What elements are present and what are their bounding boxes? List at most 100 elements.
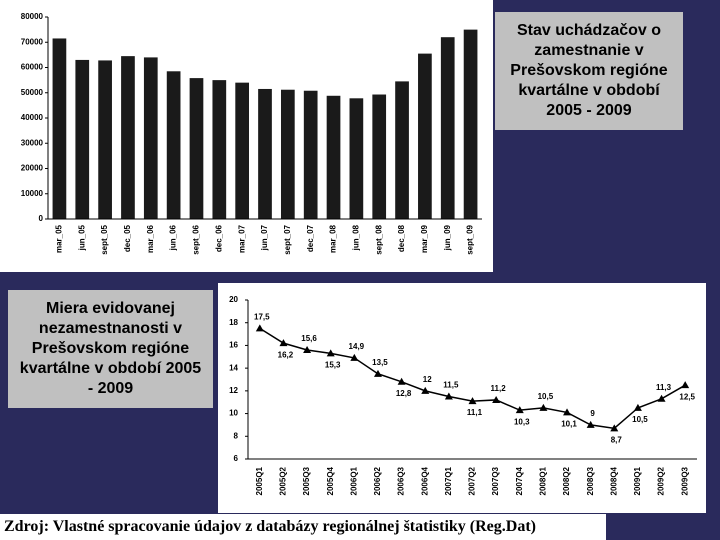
value-label: 12,5: [679, 392, 695, 401]
x-tick-label: 2009Q2: [657, 466, 666, 495]
marker: [515, 406, 524, 414]
marker: [633, 403, 642, 411]
marker: [563, 408, 572, 416]
marker: [279, 339, 288, 347]
x-tick-label: dec_05: [123, 224, 132, 252]
bar: [349, 98, 364, 219]
x-tick-label: sept_06: [192, 224, 201, 254]
y-tick-label: 30000: [21, 138, 44, 147]
marker: [681, 381, 690, 389]
x-tick-label: 2005Q1: [255, 466, 264, 495]
x-tick-label: jun_06: [169, 224, 178, 251]
marker: [255, 324, 264, 332]
x-tick-label: 2008Q2: [562, 466, 571, 495]
bar: [463, 29, 478, 219]
x-tick-label: 2006Q2: [373, 466, 382, 495]
bar: [258, 88, 272, 220]
x-tick-label: mar_06: [146, 224, 155, 253]
value-label: 10,3: [514, 417, 530, 426]
y-tick-label: 16: [229, 341, 238, 350]
value-label: 12,8: [396, 389, 412, 398]
x-tick-label: 2006Q4: [420, 466, 429, 495]
source: Zdroj: Vlastné spracovanie údajov z data…: [0, 514, 606, 540]
y-tick-label: 70000: [21, 37, 44, 46]
bar: [143, 57, 158, 220]
x-tick-label: mar_09: [420, 224, 429, 253]
x-tick-label: dec_07: [306, 224, 315, 252]
line-panel: [218, 283, 706, 513]
y-tick-label: 14: [229, 363, 238, 372]
value-label: 15,6: [301, 334, 317, 343]
marker: [326, 349, 335, 357]
x-tick-label: 2009Q1: [633, 466, 642, 495]
value-label: 17,5: [254, 313, 270, 322]
x-tick-label: 2007Q3: [491, 466, 500, 495]
value-label: 10,5: [632, 415, 648, 424]
y-tick-label: 10000: [21, 189, 44, 198]
x-tick-label: 2005Q3: [302, 466, 311, 495]
x-tick-label: sept_09: [466, 224, 475, 254]
value-label: 15,3: [325, 360, 341, 369]
line-title: Miera evidovanej nezamestnanosti v Prešo…: [8, 290, 213, 408]
x-tick-label: 2006Q1: [349, 466, 358, 495]
bar: [235, 82, 250, 220]
marker: [421, 386, 430, 394]
marker: [657, 394, 666, 402]
x-tick-label: jun_07: [260, 224, 269, 251]
marker: [444, 392, 453, 400]
x-tick-label: jun_05: [77, 224, 86, 251]
value-label: 11,5: [443, 381, 459, 390]
x-tick-label: mar_08: [329, 224, 338, 253]
x-tick-label: 2006Q3: [397, 466, 406, 495]
bar: [189, 78, 204, 219]
x-tick-label: dec_06: [214, 224, 223, 252]
x-tick-label: 2009Q3: [680, 466, 689, 495]
value-label: 11,3: [656, 383, 672, 392]
bar: [326, 95, 341, 219]
marker: [397, 377, 406, 385]
marker: [610, 424, 619, 432]
y-tick-label: 60000: [21, 63, 44, 72]
y-tick-label: 10: [229, 409, 238, 418]
x-tick-label: dec_08: [397, 224, 406, 252]
marker: [492, 395, 501, 403]
y-tick-label: 6: [234, 454, 239, 463]
marker: [586, 420, 595, 428]
bar: [440, 37, 455, 220]
marker: [373, 369, 382, 377]
bar: [166, 71, 181, 219]
y-tick-label: 0: [39, 214, 44, 223]
value-label: 12: [423, 375, 432, 384]
bar: [372, 94, 387, 219]
bar: [75, 59, 90, 219]
y-tick-label: 20: [229, 295, 238, 304]
value-label: 11,1: [467, 408, 483, 417]
x-tick-label: sept_08: [374, 224, 383, 254]
x-tick-label: 2007Q1: [444, 466, 453, 495]
value-label: 10,5: [538, 392, 554, 401]
bar: [98, 60, 112, 220]
bar-title: Stav uchádzačov o zamestnanie v Prešovsk…: [495, 12, 683, 130]
y-tick-label: 40000: [21, 113, 44, 122]
bar: [52, 38, 67, 220]
x-tick-label: sept_07: [283, 224, 292, 254]
bar: [395, 81, 409, 219]
y-tick-label: 12: [229, 386, 238, 395]
x-tick-label: 2007Q2: [468, 466, 477, 495]
x-tick-label: 2005Q4: [326, 466, 335, 495]
marker: [539, 403, 548, 411]
value-label: 16,2: [278, 350, 294, 359]
bar: [121, 56, 135, 220]
x-tick-label: mar_05: [55, 224, 64, 253]
y-tick-label: 80000: [21, 12, 44, 21]
bar: [303, 90, 318, 219]
y-tick-label: 18: [229, 318, 238, 327]
value-label: 14,9: [349, 342, 365, 351]
bar: [418, 53, 432, 219]
marker: [350, 353, 359, 361]
x-tick-label: 2008Q3: [586, 466, 595, 495]
x-tick-label: 2008Q4: [609, 466, 618, 495]
value-label: 8,7: [611, 435, 623, 444]
y-tick-label: 20000: [21, 164, 44, 173]
value-label: 13,5: [372, 358, 388, 367]
